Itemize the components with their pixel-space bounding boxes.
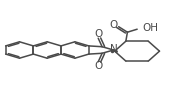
Text: O: O bbox=[94, 29, 102, 39]
Text: OH: OH bbox=[142, 23, 158, 33]
Text: O: O bbox=[110, 20, 118, 30]
Text: O: O bbox=[94, 61, 102, 71]
Text: N: N bbox=[110, 44, 117, 54]
